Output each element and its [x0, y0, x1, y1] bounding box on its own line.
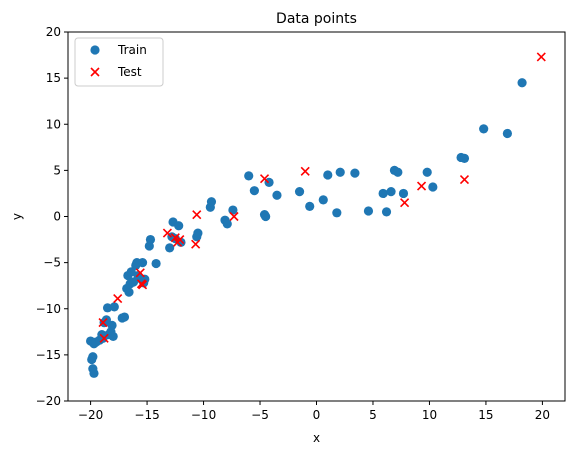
test-point	[536, 52, 546, 62]
train-point	[459, 153, 470, 163]
x-tick-label: −15	[134, 408, 159, 422]
y-tick-label: −10	[36, 302, 61, 316]
legend-test-marker	[90, 67, 100, 77]
test-point	[259, 174, 270, 184]
train-point	[363, 206, 374, 216]
train-point	[517, 78, 527, 88]
train-point	[222, 219, 232, 229]
train-point	[107, 320, 117, 330]
x-tick-label: 5	[369, 408, 377, 422]
train-point	[124, 287, 134, 297]
train-point	[102, 303, 113, 313]
train-point	[381, 207, 392, 217]
x-tick-label: −20	[78, 408, 103, 422]
train-point	[206, 197, 217, 207]
train-point	[108, 331, 118, 342]
train-point	[249, 186, 259, 196]
y-tick-label: 10	[46, 117, 61, 131]
chart-title: Data points	[276, 11, 357, 27]
train-point	[335, 167, 345, 177]
test-point	[459, 175, 470, 185]
test-point	[98, 318, 108, 328]
test-point	[416, 181, 427, 191]
train-point	[332, 208, 342, 218]
train-point	[386, 186, 396, 197]
test-point	[300, 166, 310, 176]
x-axis-ticks: −20 −15 −10 −5 0 5 10 15 20	[78, 401, 550, 422]
train-point	[272, 190, 282, 200]
test-point	[175, 234, 185, 245]
test-point	[162, 228, 172, 238]
train-point	[144, 241, 154, 251]
test-point	[192, 210, 202, 220]
test-point	[135, 268, 145, 278]
train-point	[140, 274, 150, 284]
data-points	[85, 52, 546, 378]
y-tick-label: −20	[36, 394, 61, 408]
x-tick-label: 10	[422, 408, 437, 422]
train-point	[502, 128, 512, 139]
y-tick-label: 15	[46, 71, 61, 85]
legend-train-label: Train	[117, 43, 147, 57]
train-point	[137, 258, 148, 268]
test-point	[400, 198, 410, 208]
test-point	[99, 333, 109, 343]
train-point	[393, 167, 403, 177]
test-point	[137, 280, 148, 290]
legend-train-marker	[90, 45, 100, 55]
legend-test-label: Test	[117, 65, 142, 79]
train-point	[378, 188, 388, 199]
y-axis-ticks: −20 −15 −10 −5 0 5 10 15 20	[36, 25, 68, 408]
train-point	[294, 186, 305, 197]
legend: Train Test	[74, 37, 164, 87]
train-point	[174, 221, 184, 231]
train-point	[193, 228, 203, 238]
train-point	[88, 352, 98, 362]
train-point	[261, 211, 271, 222]
train-point	[128, 277, 139, 287]
train-point	[119, 312, 130, 322]
y-tick-label: −15	[36, 348, 61, 362]
train-point	[126, 267, 136, 277]
train-point	[479, 124, 489, 134]
train-point	[350, 168, 360, 178]
train-point	[323, 170, 333, 180]
y-tick-label: 20	[46, 25, 61, 39]
test-point	[191, 239, 201, 249]
x-tick-label: 20	[535, 408, 550, 422]
train-point	[428, 182, 438, 192]
x-tick-label: −5	[251, 408, 269, 422]
train-point	[244, 171, 254, 181]
train-point	[151, 258, 161, 269]
y-tick-label: 5	[53, 163, 61, 177]
train-point	[165, 243, 175, 253]
y-tick-label: 0	[53, 210, 61, 224]
test-point	[229, 211, 239, 222]
test-point	[113, 294, 123, 304]
plot-frame	[67, 31, 566, 402]
train-point	[398, 188, 409, 199]
y-tick-label: −5	[43, 256, 61, 270]
train-point	[109, 302, 119, 312]
y-axis-label: y	[10, 213, 24, 220]
train-point	[422, 167, 432, 177]
train-point	[305, 201, 315, 211]
x-tick-label: 15	[478, 408, 493, 422]
x-tick-label: 0	[313, 408, 321, 422]
x-axis-label: x	[313, 431, 320, 445]
x-tick-label: −10	[191, 408, 216, 422]
train-point	[89, 368, 99, 378]
train-point	[318, 195, 328, 205]
